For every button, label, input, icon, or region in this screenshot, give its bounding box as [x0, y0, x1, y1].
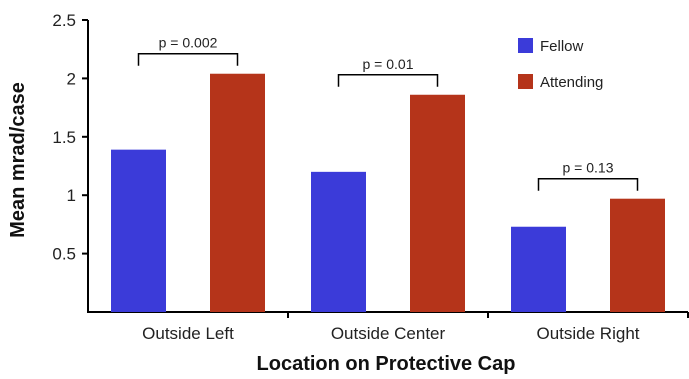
y-tick-label: 0.5 [52, 245, 76, 264]
y-axis-title: Mean mrad/case [7, 82, 29, 238]
bar [511, 226, 566, 312]
y-tick-label: 1 [67, 186, 76, 205]
x-axis-title: Location on Protective Cap [257, 353, 516, 375]
significance-bracket [137, 52, 239, 66]
annotations: p = 0.002 p = 0.01 p = 0.13 [137, 35, 639, 191]
bar [610, 198, 665, 312]
p-value-label: p = 0.13 [563, 160, 614, 176]
x-axis: Outside Left Outside Center Outside Right [87, 311, 689, 343]
x-tick-label: Outside Right [537, 324, 640, 343]
legend: Fellow Attending [518, 38, 603, 91]
bar [210, 73, 265, 312]
bar [111, 149, 166, 312]
p-value-label: p = 0.01 [363, 56, 414, 72]
y-tick-label: 1.5 [52, 128, 76, 147]
legend-label: Fellow [540, 38, 584, 55]
legend-swatch [518, 74, 533, 89]
significance-bracket [337, 74, 439, 87]
y-tick-label: 2.5 [52, 11, 76, 30]
y-tick-label: 2 [67, 69, 76, 88]
significance-bracket [537, 177, 639, 191]
bars [111, 73, 665, 312]
p-value-label: p = 0.002 [159, 35, 218, 51]
legend-label: Attending [540, 74, 603, 91]
legend-swatch [518, 38, 533, 53]
x-tick-label: Outside Left [142, 324, 234, 343]
x-tick-label: Outside Center [331, 324, 446, 343]
bar [311, 171, 366, 312]
bar [410, 94, 465, 312]
y-axis: 0.5 1 1.5 2 2.5 [52, 11, 89, 312]
